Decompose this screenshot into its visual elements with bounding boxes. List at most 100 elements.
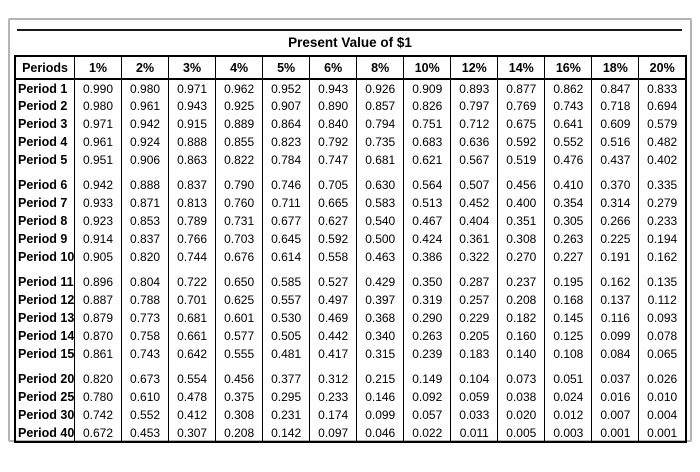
value-cell: 0.822 [215, 151, 264, 169]
spacer-cell [262, 363, 311, 370]
value-cell: 0.961 [73, 133, 123, 151]
spacer-cell [591, 363, 640, 370]
value-cell: 0.312 [309, 370, 358, 388]
spacer-cell [403, 169, 452, 176]
value-cell: 0.742 [73, 406, 123, 424]
value-cell: 0.711 [262, 194, 311, 212]
value-cell: 0.681 [356, 151, 405, 169]
spacer-cell [309, 266, 358, 273]
spacer-cell [591, 266, 640, 273]
row-label: Period 6 [14, 176, 75, 194]
value-cell: 0.788 [121, 291, 170, 309]
value-cell: 0.340 [356, 327, 405, 345]
value-cell: 0.215 [356, 370, 405, 388]
value-cell: 0.142 [262, 424, 311, 442]
spacer-cell [403, 363, 452, 370]
value-cell: 0.766 [168, 230, 217, 248]
value-cell: 0.641 [544, 115, 593, 133]
header-row: Periods 1% 2% 3% 4% 5% 6% 8% 10% 12% 14% 16% 18% 20% [14, 56, 687, 80]
spacer-cell [215, 266, 264, 273]
value-cell: 0.266 [591, 212, 640, 230]
value-cell: 0.463 [356, 248, 405, 266]
value-cell: 0.909 [403, 79, 452, 97]
value-cell: 0.351 [497, 212, 546, 230]
value-cell: 0.195 [544, 273, 593, 291]
value-cell: 0.694 [638, 97, 687, 115]
value-cell: 0.718 [591, 97, 640, 115]
table-row: Period 9 0.914 0.837 0.766 0.703 0.645 0.592 0.… [14, 230, 687, 248]
row-label: Period 12 [14, 291, 75, 309]
value-cell: 0.577 [215, 327, 264, 345]
table-row: Period 11 0.896 0.804 0.722 0.650 0.585 0.527 0… [14, 273, 687, 291]
value-cell: 0.743 [544, 97, 593, 115]
spacer-cell [638, 266, 687, 273]
value-cell: 0.001 [638, 424, 687, 442]
value-cell: 0.160 [497, 327, 546, 345]
value-cell: 0.225 [591, 230, 640, 248]
row-label: Period 2 [14, 97, 75, 115]
value-cell: 0.926 [356, 79, 405, 97]
value-cell: 0.233 [309, 388, 358, 406]
value-cell: 0.442 [309, 327, 358, 345]
value-cell: 0.621 [403, 151, 452, 169]
value-cell: 0.456 [215, 370, 264, 388]
value-cell: 0.889 [215, 115, 264, 133]
value-cell: 0.505 [262, 327, 311, 345]
value-cell: 0.467 [403, 212, 452, 230]
value-cell: 0.636 [450, 133, 499, 151]
value-cell: 0.990 [73, 79, 123, 97]
value-cell: 0.478 [168, 388, 217, 406]
value-cell: 0.642 [168, 345, 217, 363]
value-cell: 0.469 [309, 309, 358, 327]
value-cell: 0.681 [168, 309, 217, 327]
spacer-cell [544, 169, 593, 176]
column-header: 5% [262, 56, 311, 80]
value-cell: 0.205 [450, 327, 499, 345]
spacer-cell [215, 169, 264, 176]
row-label: Period 7 [14, 194, 75, 212]
value-cell: 0.263 [403, 327, 452, 345]
value-cell: 0.794 [356, 115, 405, 133]
value-cell: 0.322 [450, 248, 499, 266]
spacer-cell [309, 169, 358, 176]
value-cell: 0.971 [168, 79, 217, 97]
value-cell: 0.797 [450, 97, 499, 115]
spacer-cell [121, 266, 170, 273]
spacer-cell [168, 266, 217, 273]
value-cell: 0.735 [356, 133, 405, 151]
value-cell: 0.557 [262, 291, 311, 309]
value-cell: 0.404 [450, 212, 499, 230]
table-row: Period 3 0.971 0.942 0.915 0.889 0.864 0.840 0.… [14, 115, 687, 133]
value-cell: 0.879 [73, 309, 123, 327]
value-cell: 0.168 [544, 291, 593, 309]
value-cell: 0.104 [450, 370, 499, 388]
value-cell: 0.482 [638, 133, 687, 151]
table-row: Period 6 0.942 0.888 0.837 0.790 0.746 0.705 0.… [14, 176, 687, 194]
value-cell: 0.601 [215, 309, 264, 327]
value-cell: 0.078 [638, 327, 687, 345]
value-cell: 0.861 [73, 345, 123, 363]
value-cell: 0.906 [121, 151, 170, 169]
value-cell: 0.162 [638, 248, 687, 266]
value-cell: 0.263 [544, 230, 593, 248]
row-label: Period 15 [14, 345, 75, 363]
value-cell: 0.614 [262, 248, 311, 266]
value-cell: 0.051 [544, 370, 593, 388]
value-cell: 0.308 [497, 230, 546, 248]
value-cell: 0.527 [309, 273, 358, 291]
value-cell: 0.705 [309, 176, 358, 194]
value-cell: 0.417 [309, 345, 358, 363]
value-cell: 0.630 [356, 176, 405, 194]
row-label: Period 30 [14, 406, 75, 424]
value-cell: 0.026 [638, 370, 687, 388]
spacer-cell [497, 169, 546, 176]
value-cell: 0.862 [544, 79, 593, 97]
row-label: Period 14 [14, 327, 75, 345]
table-row: Period 13 0.879 0.773 0.681 0.601 0.530 0.469 0… [14, 309, 687, 327]
value-cell: 0.758 [121, 327, 170, 345]
value-cell: 0.315 [356, 345, 405, 363]
value-cell: 0.747 [309, 151, 358, 169]
value-cell: 0.003 [544, 424, 593, 442]
value-cell: 0.237 [497, 273, 546, 291]
value-cell: 0.871 [121, 194, 170, 212]
